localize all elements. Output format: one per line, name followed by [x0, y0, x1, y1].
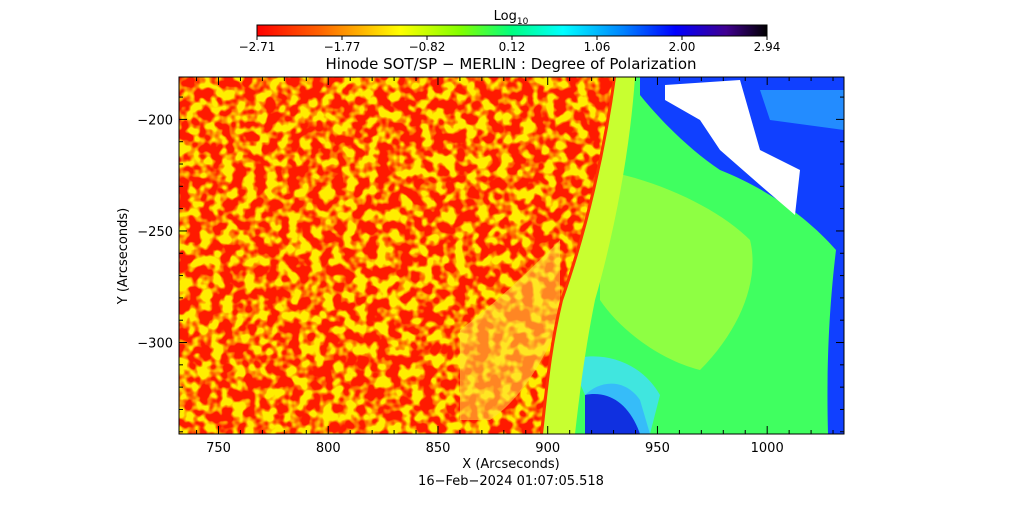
- plot-frame: [178, 76, 845, 435]
- region-plage: [179, 77, 613, 434]
- colorbar-tick-label: −0.82: [409, 40, 446, 54]
- y-tick-label: −250: [137, 225, 173, 240]
- colorbar-tick-label: 2.00: [669, 40, 696, 54]
- colorbar-ticks: −2.71 −1.77 −0.82 0.12 1.06 2.00 2.94: [239, 36, 781, 54]
- colorbar: Log10 −2.71 −1.77 −0.82 0.12 1.06 2.00 2.94: [239, 9, 781, 54]
- y-tick-label: −200: [137, 113, 173, 128]
- y-axis-label: Y (Arcseconds): [116, 208, 131, 305]
- colorbar-tick-label: −1.77: [324, 40, 361, 54]
- region-limb-transition: [540, 77, 635, 434]
- x-tick-label: 1000: [751, 441, 784, 456]
- colorbar-label: Log10: [494, 9, 529, 27]
- colorbar-tick-label: 2.94: [754, 40, 781, 54]
- heatmap-image: [179, 77, 844, 434]
- region-plage-limb: [460, 240, 560, 420]
- x-tick-label: 900: [535, 441, 560, 456]
- region-off-limb-bright: [600, 170, 753, 370]
- colorbar-tick-label: 0.12: [499, 40, 526, 54]
- x-tick-label: 850: [426, 441, 451, 456]
- colorbar-gradient: [256, 24, 768, 37]
- region-noise-far: [640, 77, 844, 434]
- chart-title: Hinode SOT/SP − MERLIN : Degree of Polar…: [325, 55, 696, 73]
- region-noise-lower-cyan: [570, 356, 660, 434]
- x-axis-ticks: 750 800 850 900 950 1000: [196, 77, 834, 456]
- timestamp: 16−Feb−2024 01:07:05.518: [418, 474, 604, 489]
- y-tick-label: −300: [137, 337, 173, 352]
- x-tick-label: 750: [206, 441, 231, 456]
- noise-dropout-upper: [665, 80, 800, 215]
- colorbar-tick-label: −2.71: [239, 40, 276, 54]
- noise-cyan-streaks: [760, 90, 844, 130]
- x-tick-label: 950: [645, 441, 670, 456]
- x-tick-label: 800: [316, 441, 341, 456]
- x-axis-label: X (Arcseconds): [462, 457, 559, 472]
- y-axis-ticks: −200 −250 −300: [137, 96, 844, 433]
- colorbar-tick-label: 1.06: [584, 40, 611, 54]
